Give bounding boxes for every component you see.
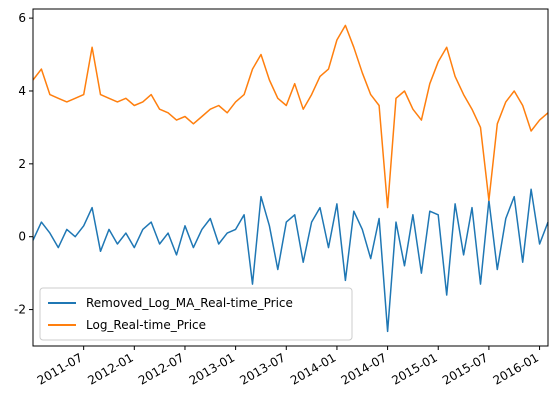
x-tick-label: 2016-01 (491, 350, 541, 387)
legend: Removed_Log_MA_Real-time_Price Log_Real-t… (39, 287, 353, 341)
y-tick-label: -2 (14, 303, 26, 317)
y-tick-label: 6 (18, 11, 26, 25)
x-tick-label: 2015-01 (389, 350, 439, 387)
x-tick-label: 2012-07 (136, 350, 186, 387)
legend-label: Log_Real-time_Price (86, 318, 206, 332)
legend-box (39, 287, 353, 341)
x-tick-label: 2014-07 (339, 350, 389, 387)
y-tick-label: 2 (18, 157, 26, 171)
legend-label: Removed_Log_MA_Real-time_Price (86, 296, 293, 310)
plot-frame (32, 8, 549, 347)
x-tick-label: 2012-01 (85, 350, 135, 387)
series-line (32, 188, 549, 333)
x-tick-label: 2013-01 (187, 350, 237, 387)
y-tick-label: 0 (18, 230, 26, 244)
series-line (32, 24, 549, 209)
x-tick-label: 2011-07 (35, 350, 85, 387)
x-tick-label: 2015-07 (440, 350, 490, 387)
x-tick-label: 2014-01 (288, 350, 338, 387)
x-tick-label: 2013-07 (237, 350, 287, 387)
y-tick-label: 4 (18, 84, 26, 98)
